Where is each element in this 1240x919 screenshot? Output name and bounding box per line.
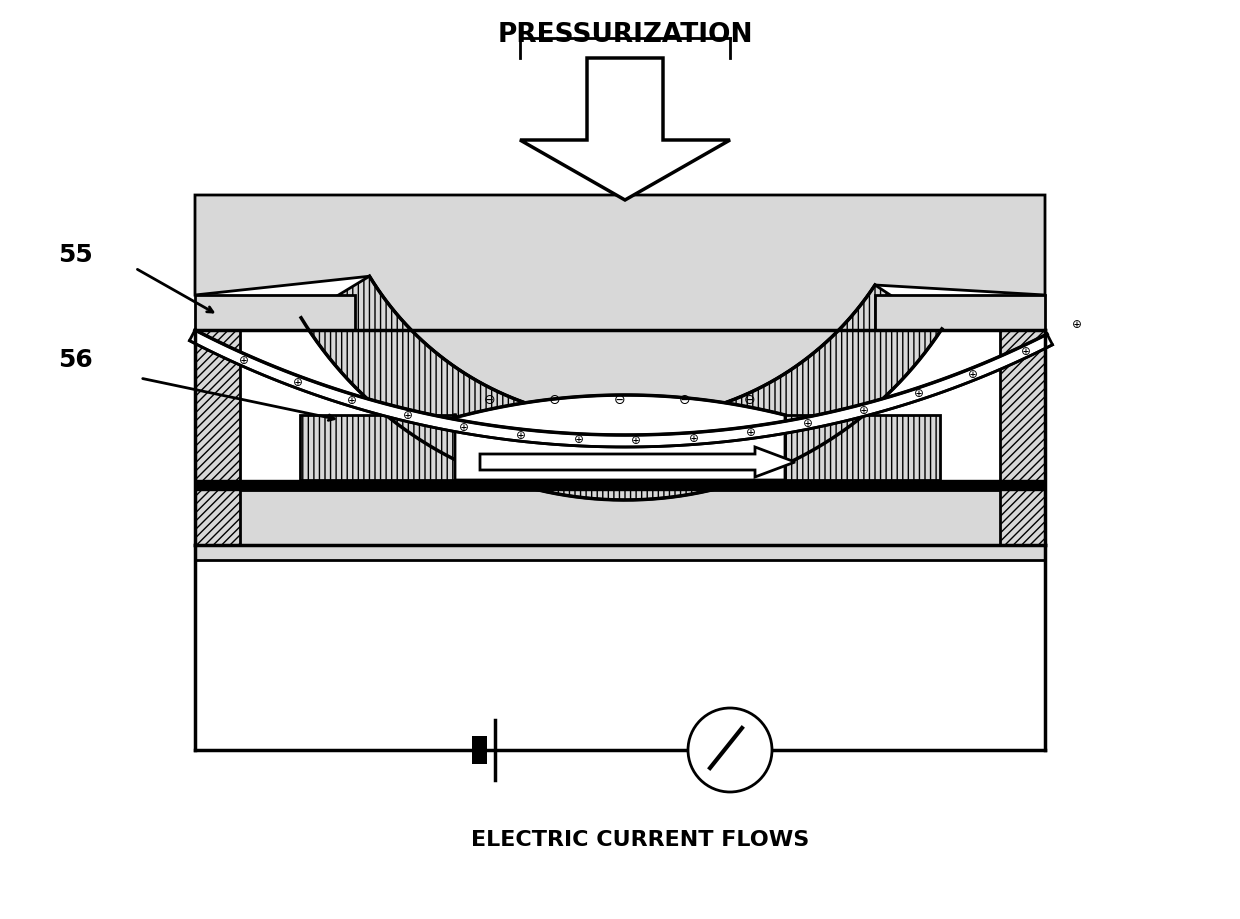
Text: ⊕: ⊕	[859, 403, 869, 416]
Text: ⊕: ⊕	[459, 421, 469, 434]
Polygon shape	[999, 330, 1045, 545]
Text: ⊕: ⊕	[746, 426, 756, 439]
Text: ⊖: ⊖	[680, 393, 691, 407]
Text: ⊕: ⊕	[968, 368, 978, 380]
Polygon shape	[785, 415, 940, 480]
Polygon shape	[195, 330, 241, 545]
Text: ⊕: ⊕	[239, 354, 249, 367]
Text: ⊖: ⊖	[614, 393, 626, 407]
Text: 55: 55	[57, 243, 92, 267]
Text: ELECTRIC CURRENT FLOWS: ELECTRIC CURRENT FLOWS	[471, 830, 810, 850]
Polygon shape	[195, 295, 355, 330]
Polygon shape	[455, 395, 785, 480]
Polygon shape	[301, 277, 942, 500]
Text: ⊕: ⊕	[914, 387, 924, 401]
Text: ⊕: ⊕	[631, 435, 641, 448]
Polygon shape	[190, 330, 1053, 447]
Text: ⊕: ⊕	[574, 434, 584, 447]
Text: ⊖: ⊖	[549, 393, 560, 407]
Text: ⊖: ⊖	[744, 393, 756, 407]
Text: ⊕: ⊕	[347, 394, 357, 407]
Text: ⊕: ⊕	[293, 376, 303, 389]
Circle shape	[688, 708, 773, 792]
Polygon shape	[520, 58, 730, 200]
Polygon shape	[195, 490, 1045, 560]
Text: PRESSURIZATION: PRESSURIZATION	[497, 22, 753, 48]
Text: ⊕: ⊕	[802, 416, 812, 429]
Polygon shape	[480, 447, 795, 477]
Text: ⊕: ⊕	[688, 432, 698, 445]
Text: 56: 56	[57, 348, 92, 372]
Polygon shape	[300, 415, 455, 480]
Polygon shape	[195, 195, 1045, 420]
Text: ⊖: ⊖	[484, 393, 496, 407]
Polygon shape	[195, 480, 1045, 490]
Polygon shape	[472, 736, 487, 764]
Polygon shape	[875, 295, 1045, 330]
Text: ⊕: ⊕	[1021, 345, 1030, 357]
Text: ⊕: ⊕	[403, 409, 413, 422]
Text: ⊕: ⊕	[1073, 319, 1083, 332]
Text: ⊕: ⊕	[516, 429, 526, 442]
